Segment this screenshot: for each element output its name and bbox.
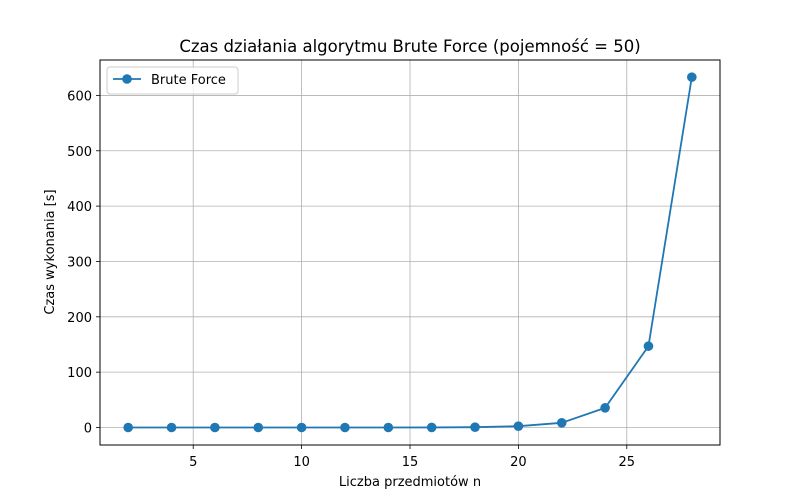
y-tick-label: 500	[67, 145, 92, 160]
data-point	[687, 72, 697, 82]
y-tick-label: 200	[67, 311, 92, 326]
grid-lines	[100, 60, 720, 445]
data-point	[253, 422, 264, 433]
y-axis-title: Czas wykonania [s]	[43, 189, 58, 314]
data-point	[470, 422, 480, 432]
y-tick-label: 100	[67, 366, 92, 381]
legend-box	[106, 66, 239, 95]
legend-label: Brute Force	[151, 73, 226, 88]
data-point	[383, 422, 394, 433]
data-point	[166, 422, 177, 433]
data-point	[426, 422, 437, 433]
y-tick-label: 0	[84, 422, 92, 437]
x-tick-label: 10	[293, 455, 310, 470]
y-tick-label: 300	[67, 255, 92, 270]
x-tick-label: 5	[189, 455, 197, 470]
chart-title: Czas działania algorytmu Brute Force (po…	[179, 37, 640, 56]
data-point	[123, 422, 133, 433]
data-point	[340, 422, 350, 433]
data-point	[210, 422, 220, 433]
data-point	[513, 421, 524, 431]
x-tick-label: 20	[510, 455, 527, 470]
series-line	[128, 77, 693, 429]
series-layer	[123, 72, 697, 433]
y-tick-label: 600	[67, 89, 92, 104]
axis-ticks: 5 10 15 20 25 0 100 200 300 400 500 600	[67, 89, 635, 470]
legend: Brute Force	[106, 66, 239, 95]
x-tick-label: 15	[402, 455, 419, 470]
data-point	[556, 418, 567, 428]
data-point	[600, 403, 610, 413]
x-tick-label: 25	[619, 455, 636, 470]
legend-marker	[122, 74, 132, 84]
data-point	[296, 422, 307, 433]
x-axis-title: Liczba przedmiotów n	[339, 475, 481, 490]
y-tick-label: 400	[67, 200, 92, 215]
data-point	[643, 341, 654, 351]
plot-frame	[99, 59, 721, 446]
